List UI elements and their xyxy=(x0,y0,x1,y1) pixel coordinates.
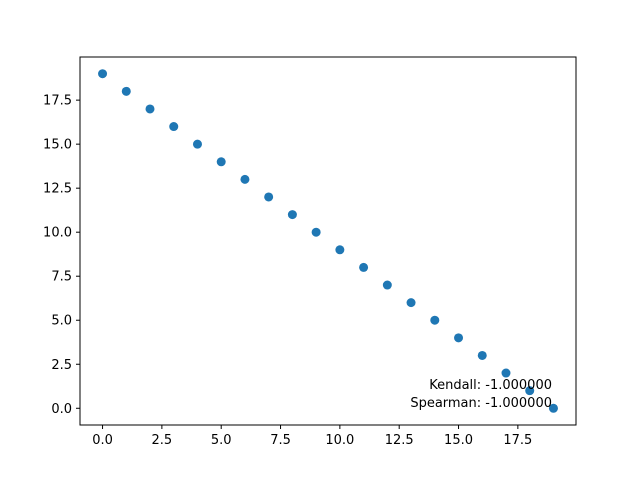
spearman-annotation: Spearman: -1.000000 xyxy=(410,396,552,411)
y-tick-label: 12.5 xyxy=(43,182,72,197)
data-point xyxy=(240,174,250,184)
y-tick-label: 10.0 xyxy=(43,226,72,241)
data-point xyxy=(501,368,511,378)
data-point xyxy=(525,386,535,396)
data-point xyxy=(406,298,416,308)
data-point xyxy=(145,104,155,114)
y-axis: 0.0 2.5 5.0 7.5 10.0 12.5 15.0 17.5 xyxy=(43,94,80,417)
data-point xyxy=(311,227,321,237)
data-point xyxy=(335,245,345,255)
data-point xyxy=(216,157,226,167)
data-point xyxy=(382,280,392,290)
x-tick-label: 5.0 xyxy=(211,433,232,448)
plot-frame xyxy=(79,56,577,426)
y-tick-label: 7.5 xyxy=(51,270,72,285)
x-tick-label: 7.5 xyxy=(270,433,291,448)
plot-area xyxy=(80,57,576,425)
data-point xyxy=(359,262,369,272)
kendall-annotation: Kendall: -1.000000 xyxy=(429,378,552,393)
y-tick-label: 2.5 xyxy=(51,358,72,373)
data-point xyxy=(169,122,179,132)
y-tick-label: 0.0 xyxy=(51,402,72,417)
y-tick-label: 17.5 xyxy=(43,94,72,109)
y-tick-label: 15.0 xyxy=(43,138,72,153)
data-point xyxy=(477,350,487,360)
data-point xyxy=(98,69,108,79)
x-tick-label: 15.0 xyxy=(444,433,473,448)
data-point xyxy=(121,86,131,96)
x-tick-label: 12.5 xyxy=(385,433,414,448)
x-axis: 0.0 2.5 5.0 7.5 10.0 12.5 15.0 17.5 xyxy=(92,425,532,448)
data-point xyxy=(264,192,274,202)
x-tick-label: 0.0 xyxy=(92,433,113,448)
y-tick-label: 5.0 xyxy=(51,314,72,329)
x-tick-label: 17.5 xyxy=(503,433,532,448)
x-tick-label: 10.0 xyxy=(325,433,354,448)
data-point xyxy=(192,139,202,149)
data-point xyxy=(548,403,558,413)
data-points xyxy=(98,69,558,413)
data-point xyxy=(430,315,440,325)
data-point xyxy=(287,210,297,220)
data-point xyxy=(454,333,464,343)
x-tick-label: 2.5 xyxy=(152,433,173,448)
